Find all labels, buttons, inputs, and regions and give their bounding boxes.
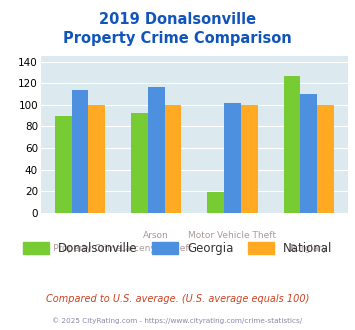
Text: Burglary: Burglary [290, 244, 328, 253]
Text: Motor Vehicle Theft: Motor Vehicle Theft [189, 231, 277, 240]
Bar [284, 76, 300, 213]
Bar [72, 90, 88, 213]
Bar [55, 115, 72, 213]
Bar [148, 87, 165, 213]
Bar [317, 105, 334, 213]
Bar [241, 105, 258, 213]
Bar [165, 105, 181, 213]
Text: Arson: Arson [143, 231, 169, 240]
Text: Compared to U.S. average. (U.S. average equals 100): Compared to U.S. average. (U.S. average … [46, 294, 309, 304]
Bar [300, 94, 317, 213]
Bar [88, 105, 105, 213]
Text: Property Crime Comparison: Property Crime Comparison [63, 31, 292, 46]
Bar [207, 192, 224, 213]
Text: All Property Crime: All Property Crime [39, 244, 121, 253]
Legend: Donalsonville, Georgia, National: Donalsonville, Georgia, National [18, 237, 337, 260]
Text: 2019 Donalsonville: 2019 Donalsonville [99, 12, 256, 26]
Text: © 2025 CityRating.com - https://www.cityrating.com/crime-statistics/: © 2025 CityRating.com - https://www.city… [53, 317, 302, 324]
Bar [224, 103, 241, 213]
Text: Larceny & Theft: Larceny & Theft [120, 244, 192, 253]
Bar [131, 114, 148, 213]
